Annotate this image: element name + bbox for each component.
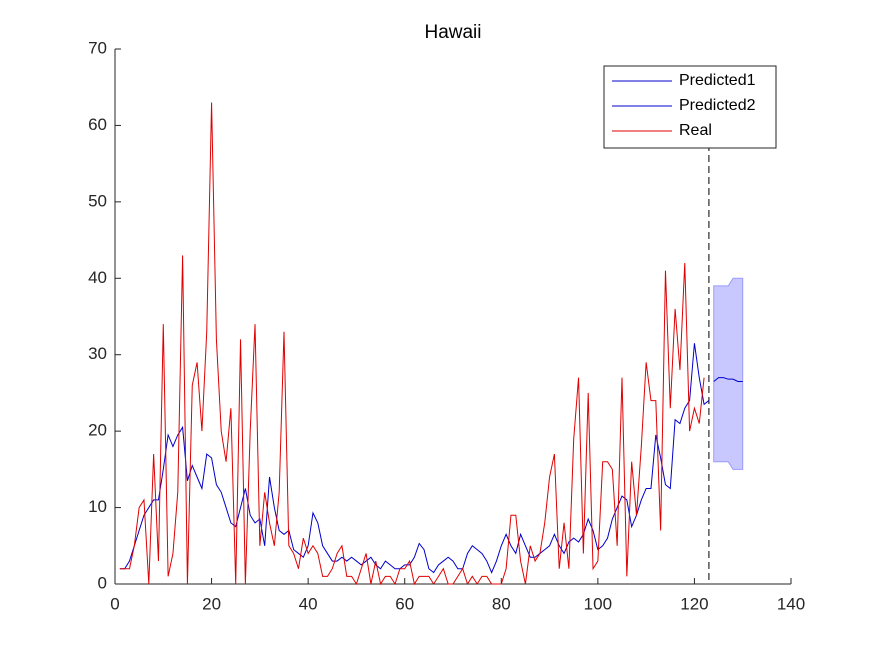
chart-title: Hawaii	[424, 22, 481, 43]
y-tick-label: 30	[88, 344, 107, 363]
confidence-band	[713, 277, 744, 470]
legend-label: Predicted1	[679, 72, 756, 89]
x-tick-label: 80	[492, 594, 511, 613]
x-tick-label: 120	[680, 594, 708, 613]
y-tick-label: 50	[88, 191, 107, 210]
y-tick-label: 0	[98, 573, 107, 592]
y-tick-label: 70	[88, 38, 107, 57]
y-tick-label: 60	[88, 115, 107, 134]
legend-box	[603, 65, 777, 149]
x-tick-label: 100	[584, 594, 612, 613]
legend-label: Real	[679, 122, 712, 139]
legend-label: Predicted2	[679, 97, 756, 114]
x-tick-label: 140	[777, 594, 805, 613]
series-line	[119, 102, 705, 586]
x-tick-label: 60	[395, 594, 414, 613]
y-tick-label: 20	[88, 421, 107, 440]
series-line	[713, 377, 743, 382]
y-tick-label: 10	[88, 497, 107, 516]
series-line	[119, 343, 710, 574]
x-tick-label: 20	[202, 594, 221, 613]
x-tick-label: 40	[299, 594, 318, 613]
x-tick-label: 0	[110, 594, 119, 613]
y-tick-label: 40	[88, 268, 107, 287]
